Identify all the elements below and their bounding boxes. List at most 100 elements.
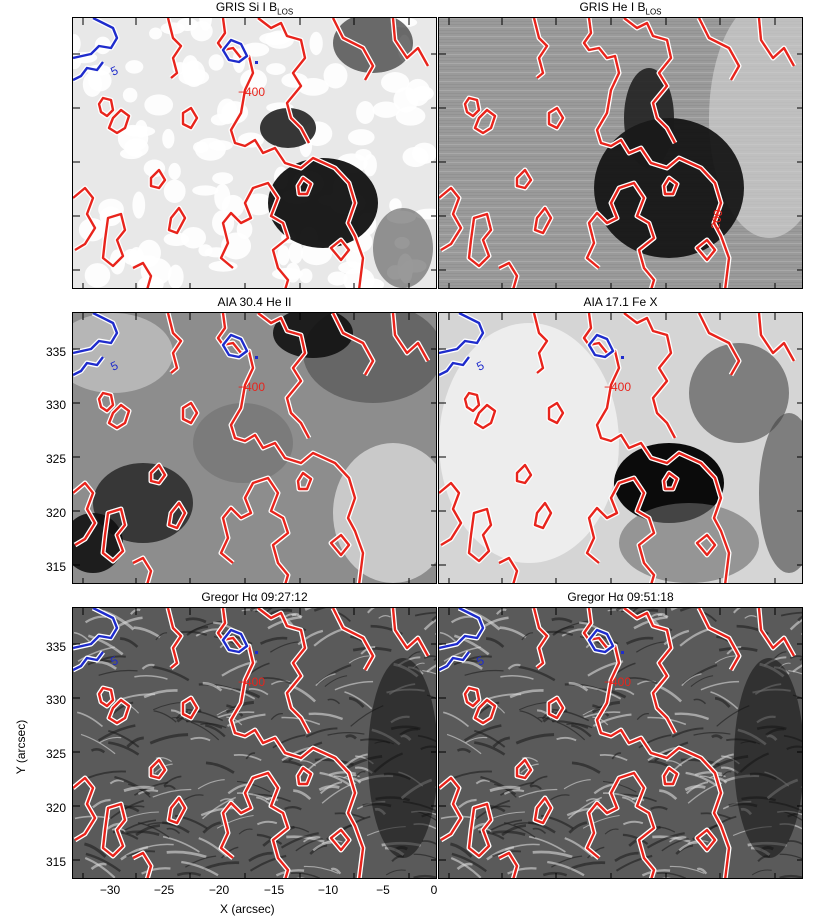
y-tick-label: 320 bbox=[45, 801, 66, 815]
contour-negative bbox=[662, 471, 679, 491]
contour-positive bbox=[73, 61, 104, 82]
contour-dot bbox=[255, 651, 258, 654]
contour-negative bbox=[439, 776, 463, 842]
panel-title: Gregor Hα 09:51:18 bbox=[567, 590, 674, 604]
contour-negative bbox=[582, 313, 731, 583]
contour-label-negative: −400 bbox=[604, 675, 631, 689]
contour-negative bbox=[515, 168, 533, 190]
solar-image: −400 5 bbox=[72, 312, 437, 584]
contour-negative bbox=[585, 476, 656, 583]
contour-negative bbox=[585, 181, 656, 288]
contour-negative bbox=[697, 608, 741, 671]
contour-negative bbox=[757, 608, 796, 657]
contour-negative bbox=[623, 313, 677, 439]
contour-label-negative: −400 bbox=[238, 85, 265, 99]
x-tick-label: −5 bbox=[376, 883, 390, 897]
panel-title: GRIS He I BLOS bbox=[579, 0, 662, 17]
contour-dot bbox=[255, 356, 258, 359]
solar-image: 200 bbox=[438, 17, 803, 289]
contour-negative bbox=[695, 238, 717, 262]
panel-gris-he: GRIS He I BLOS 200 bbox=[438, 0, 803, 289]
contour-negative bbox=[167, 206, 187, 235]
contour-negative bbox=[296, 471, 313, 491]
panel-title: AIA 17.1 Fe X bbox=[583, 295, 658, 309]
contour-negative bbox=[107, 698, 131, 725]
solar-image: −400 5 bbox=[72, 607, 437, 879]
contour-label-negative: 200 bbox=[708, 208, 725, 230]
contour-negative bbox=[97, 96, 115, 118]
contour-negative bbox=[219, 181, 290, 288]
contour-negative bbox=[391, 313, 430, 362]
contour-negative bbox=[473, 403, 497, 430]
contour-negative bbox=[331, 608, 375, 671]
contour-negative bbox=[149, 758, 167, 780]
contour-negative bbox=[463, 686, 481, 708]
contour-negative bbox=[662, 766, 679, 786]
contour-negative bbox=[532, 608, 549, 669]
contour-negative bbox=[216, 608, 365, 878]
contour-positive bbox=[439, 313, 485, 355]
y-tick-label: 335 bbox=[45, 640, 66, 654]
y-tick-label: 325 bbox=[45, 452, 66, 466]
contour-negative bbox=[439, 481, 463, 547]
contour-positive bbox=[439, 608, 485, 650]
contour-negative bbox=[391, 608, 430, 657]
contour-negative bbox=[331, 18, 375, 81]
contour-positive bbox=[73, 356, 104, 377]
x-tick-label: −25 bbox=[153, 883, 175, 897]
contour-negative bbox=[219, 771, 290, 878]
contour-negative bbox=[547, 106, 565, 130]
contour-negative bbox=[463, 96, 481, 118]
contour-label-negative: −400 bbox=[238, 380, 265, 394]
contour-negative bbox=[257, 608, 311, 734]
contour-negative bbox=[331, 313, 375, 376]
y-axis-label: Y (arcsec) bbox=[14, 719, 29, 775]
contour-dot bbox=[255, 61, 258, 64]
y-tick-label: 335 bbox=[45, 345, 66, 359]
contour-negative bbox=[515, 758, 533, 780]
contour-positive bbox=[587, 628, 615, 654]
contour-negative bbox=[73, 481, 97, 547]
contour-positive bbox=[73, 651, 104, 672]
contour-negative bbox=[101, 507, 127, 563]
contour-negative bbox=[216, 18, 365, 288]
y-tick-label: 330 bbox=[45, 398, 66, 412]
contour-negative bbox=[498, 556, 519, 583]
contour-negative bbox=[473, 108, 497, 135]
contour-negative bbox=[132, 851, 153, 878]
contour-negative bbox=[463, 391, 481, 413]
contour-positive bbox=[73, 18, 119, 60]
x-tick-label: −15 bbox=[263, 883, 285, 897]
contour-negative bbox=[498, 851, 519, 878]
contour-negative bbox=[329, 828, 351, 852]
x-axis-label: X (arcsec) bbox=[220, 902, 275, 916]
contour-negative bbox=[101, 212, 127, 268]
contour-negative bbox=[107, 108, 131, 135]
contour-negative bbox=[532, 18, 549, 79]
contour-positive bbox=[221, 333, 249, 359]
contour-negative bbox=[467, 802, 493, 858]
contour-negative bbox=[697, 313, 741, 376]
contour-negative bbox=[132, 261, 153, 288]
contour-negative bbox=[73, 776, 97, 842]
contour-positive bbox=[439, 651, 470, 672]
contour-negative bbox=[107, 403, 131, 430]
contour-positive bbox=[221, 628, 249, 654]
contour-negative bbox=[533, 206, 553, 235]
contour-positive bbox=[221, 38, 249, 64]
solar-image: −400 5 bbox=[438, 312, 803, 584]
contour-negative bbox=[757, 18, 796, 67]
contour-dot bbox=[621, 356, 624, 359]
panel-gregor-2: Gregor Hα 09:51:18 −400 5 bbox=[438, 590, 803, 879]
contour-negative bbox=[149, 168, 167, 190]
contour-negative bbox=[695, 828, 717, 852]
x-tick-label: −20 bbox=[208, 883, 230, 897]
contour-negative bbox=[296, 176, 313, 196]
contour-negative bbox=[533, 796, 553, 825]
contour-negative bbox=[216, 313, 365, 583]
contour-negative bbox=[97, 391, 115, 413]
contour-negative bbox=[181, 696, 199, 720]
